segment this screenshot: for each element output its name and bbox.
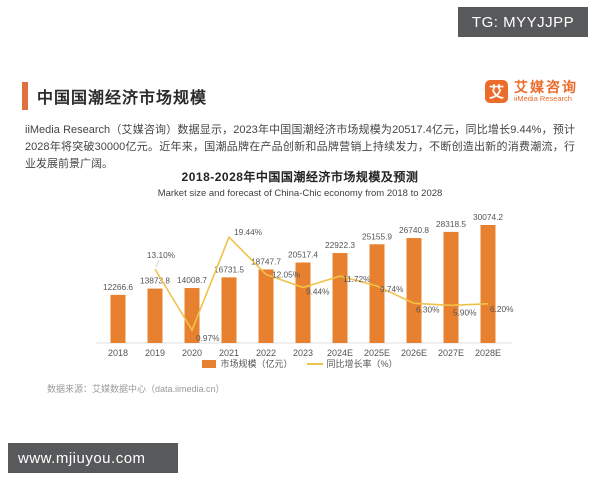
svg-text:20517.4: 20517.4 xyxy=(288,249,318,259)
report-header: 中国国潮经济市场规模 艾 艾媒咨询 iiMedia Research xyxy=(22,80,578,114)
svg-text:2027E: 2027E xyxy=(438,348,464,358)
chart-header: 2018-2028年中国国潮经济市场规模及预测 Market size and … xyxy=(0,168,600,199)
svg-text:25155.9: 25155.9 xyxy=(362,231,392,241)
svg-text:2020: 2020 xyxy=(182,348,202,358)
svg-text:5.90%: 5.90% xyxy=(453,307,477,317)
logo-name-cn: 艾媒咨询 xyxy=(514,79,578,96)
svg-text:28318.5: 28318.5 xyxy=(436,219,466,229)
iimedia-logo: 艾 艾媒咨询 iiMedia Research xyxy=(485,80,578,103)
bar-2026E xyxy=(406,238,422,343)
bar-2024E xyxy=(332,253,348,343)
page-title: 中国国潮经济市场规模 xyxy=(37,90,208,107)
bar-series-swatch xyxy=(202,359,217,368)
svg-text:2018: 2018 xyxy=(108,348,128,358)
bar-2019 xyxy=(147,288,163,343)
svg-text:6.30%: 6.30% xyxy=(416,304,440,314)
svg-text:2024E: 2024E xyxy=(327,348,353,358)
website-watermark-badge: www.mjiuyou.com xyxy=(8,443,178,473)
market-size-chart: 12266.6 2018 13873.8 2019 14008.7 2020 16731.5… xyxy=(96,212,514,358)
legend-item-growth-rate: 同比增长率（%） xyxy=(306,357,398,370)
svg-text:16731.5: 16731.5 xyxy=(214,264,244,274)
svg-text:2025E: 2025E xyxy=(364,348,390,358)
chart-subtitle: Market size and forecast of China-Chic e… xyxy=(157,188,443,199)
bar-2022 xyxy=(258,269,274,343)
svg-text:6.20%: 6.20% xyxy=(490,304,514,314)
chart-legend: 市场规模（亿元） 同比增长率（%） xyxy=(0,357,600,370)
growth-rate-line xyxy=(154,235,489,332)
svg-text:30074.2: 30074.2 xyxy=(473,212,503,222)
telegram-watermark-badge: TG: MYYJJPP xyxy=(458,7,588,37)
svg-text:19.44%: 19.44% xyxy=(234,227,263,237)
bar-2018 xyxy=(110,294,126,343)
chart-title: 2018-2028年中国国潮经济市场规模及预测 xyxy=(181,170,419,184)
website-watermark-text: www.mjiuyou.com xyxy=(18,449,146,467)
bar-2028E xyxy=(480,225,496,343)
legend-item-market-size: 市场规模（亿元） xyxy=(202,357,293,370)
telegram-watermark-text: TG: MYYJJPP xyxy=(471,13,575,31)
bar-2025E xyxy=(369,244,385,343)
svg-text:0.97%: 0.97% xyxy=(196,333,220,343)
svg-text:2022: 2022 xyxy=(256,348,276,358)
svg-text:18747.7: 18747.7 xyxy=(251,256,281,266)
svg-text:11.72%: 11.72% xyxy=(343,274,371,284)
svg-text:9.74%: 9.74% xyxy=(380,284,404,294)
label-leader-line xyxy=(155,259,160,268)
svg-text:2026E: 2026E xyxy=(401,348,427,358)
svg-text:13.10%: 13.10% xyxy=(147,250,176,260)
title-accent-bar xyxy=(22,82,28,110)
svg-text:12.05%: 12.05% xyxy=(272,269,301,279)
svg-text:22922.3: 22922.3 xyxy=(325,240,355,250)
svg-text:12266.6: 12266.6 xyxy=(103,282,133,292)
svg-text:2021: 2021 xyxy=(219,348,239,358)
svg-text:2023: 2023 xyxy=(293,348,313,358)
data-source-note: 数据来源：艾媒数据中心（data.iimedia.cn） xyxy=(47,384,225,394)
bar-2020 xyxy=(184,288,200,343)
svg-text:9.44%: 9.44% xyxy=(306,287,330,297)
svg-text:2019: 2019 xyxy=(145,348,165,358)
svg-text:14008.7: 14008.7 xyxy=(177,275,207,285)
bar-2027E xyxy=(443,231,459,343)
svg-text:2028E: 2028E xyxy=(475,348,501,358)
line-series-swatch xyxy=(306,362,323,365)
legend-label-growth-rate: 同比增长率（%） xyxy=(326,359,398,369)
bar-2023 xyxy=(295,262,311,343)
svg-text:26740.8: 26740.8 xyxy=(399,225,429,235)
svg-text:13873.8: 13873.8 xyxy=(140,276,170,286)
legend-label-market-size: 市场规模（亿元） xyxy=(220,359,293,369)
bar-2021 xyxy=(221,277,237,343)
summary-paragraph: iiMedia Research（艾媒咨询）数据显示，2023年中国国潮经济市场… xyxy=(25,124,575,170)
iimedia-logo-icon: 艾 xyxy=(485,80,508,103)
logo-name-en: iiMedia Research xyxy=(514,93,572,103)
